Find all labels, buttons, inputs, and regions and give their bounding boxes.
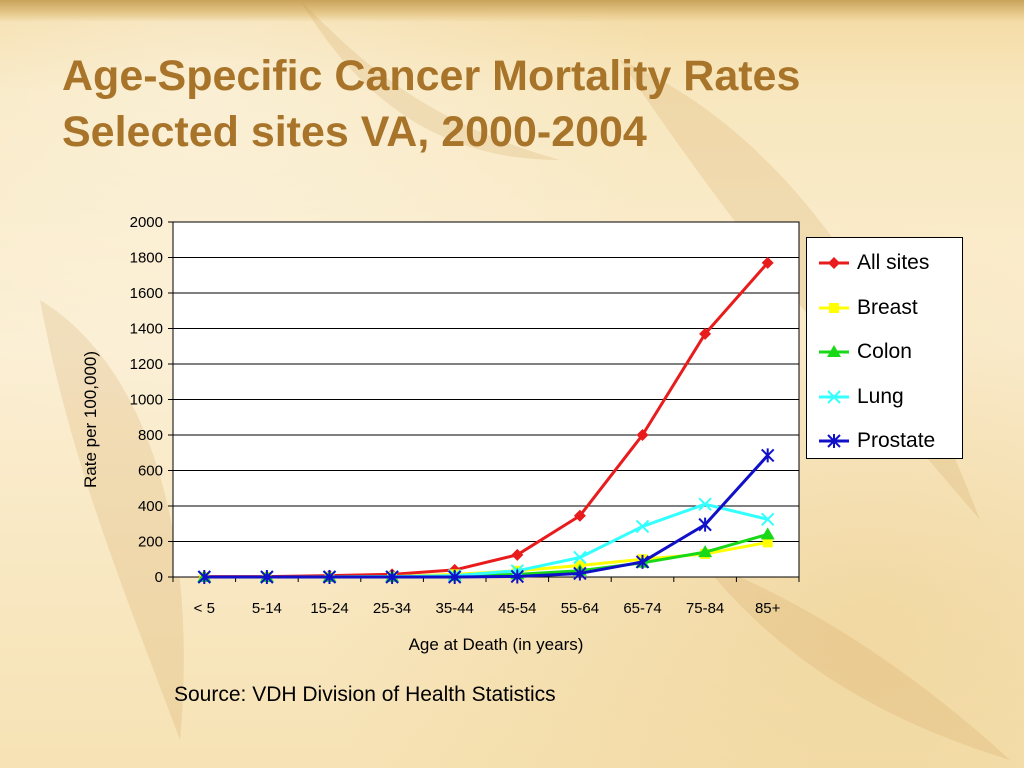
y-tick-label: 200 xyxy=(138,534,163,551)
top-bar xyxy=(0,0,1024,22)
y-tick-label: 400 xyxy=(138,498,163,515)
series-line-prostate xyxy=(204,454,769,579)
data-point-all-sites xyxy=(699,327,712,340)
data-point-colon xyxy=(698,545,713,558)
x-tick-label: 45-54 xyxy=(498,600,536,617)
x-tick-label: 5-14 xyxy=(252,600,282,617)
data-point-lung xyxy=(573,550,587,565)
x-tick-label: 55-64 xyxy=(561,600,599,617)
y-tick-label: 1200 xyxy=(130,356,163,373)
data-point-prostate xyxy=(260,570,274,584)
legend-label-colon: Colon xyxy=(857,340,912,363)
slide-title: Age-Specific Cancer Mortality Rates Sele… xyxy=(62,48,800,160)
x-tick-label: 25-34 xyxy=(373,600,411,617)
data-point-all-sites xyxy=(761,256,774,269)
data-point-prostate xyxy=(760,448,775,463)
legend-swatch-prostate xyxy=(819,434,849,448)
legend-marker-all-sites xyxy=(828,257,840,269)
data-point-prostate xyxy=(635,554,650,569)
legend-marker-colon xyxy=(827,345,841,357)
x-tick-label: < 5 xyxy=(194,600,215,617)
legend-label-breast: Breast xyxy=(857,295,918,319)
legend-swatch-lung xyxy=(819,389,849,404)
y-tick-label: 1800 xyxy=(130,250,163,267)
data-point-prostate xyxy=(447,570,462,584)
legend-item-lung: Lung xyxy=(817,382,904,412)
source-note: Source: VDH Division of Health Statistic… xyxy=(174,683,556,706)
legend-marker-breast xyxy=(829,302,839,313)
legend-marker-lung xyxy=(827,389,841,404)
data-point-prostate xyxy=(510,569,525,584)
y-tick-label: 0 xyxy=(155,569,163,586)
legend-swatch-all-sites xyxy=(819,257,849,269)
data-point-prostate xyxy=(698,517,712,532)
data-point-colon xyxy=(760,527,775,540)
y-tick-label: 1600 xyxy=(130,285,163,302)
data-point-all-sites xyxy=(573,509,586,522)
data-point-lung xyxy=(635,519,650,534)
title-line-1: Age-Specific Cancer Mortality Rates xyxy=(62,52,801,100)
x-tick-label: 65-74 xyxy=(623,600,661,617)
legend-label-lung: Lung xyxy=(857,384,904,408)
legend-item-prostate: Prostate xyxy=(817,426,935,456)
data-point-lung xyxy=(698,497,712,511)
x-tick-label: 85+ xyxy=(755,600,781,617)
legend-item-colon: Colon xyxy=(817,337,912,367)
data-point-lung xyxy=(760,512,775,527)
x-tick-label: 75-84 xyxy=(686,600,724,617)
data-point-all-sites xyxy=(636,429,649,441)
y-axis-title: Rate per 100,000) xyxy=(81,351,100,488)
legend-marker-prostate xyxy=(827,434,841,448)
data-point-breast xyxy=(762,537,773,548)
chart-legend: All sites Breast Colon Lung Prostate xyxy=(806,237,963,459)
y-tick-label: 1000 xyxy=(130,392,163,409)
legend-label-all-sites: All sites xyxy=(857,251,930,274)
legend-item-breast: Breast xyxy=(817,293,918,323)
data-point-all-sites xyxy=(511,548,524,561)
legend-item-all-sites: All sites xyxy=(817,248,929,278)
y-tick-label: 800 xyxy=(138,427,163,444)
title-line-2: Selected sites VA, 2000-2004 xyxy=(62,108,647,156)
data-point-prostate xyxy=(573,566,587,581)
y-tick-label: 1400 xyxy=(130,321,163,338)
x-axis-title: Age at Death (in years) xyxy=(409,635,584,654)
y-tick-label: 600 xyxy=(138,463,163,480)
data-point-prostate xyxy=(322,570,337,584)
legend-label-prostate: Prostate xyxy=(857,429,936,452)
legend-swatch-colon xyxy=(819,345,849,357)
data-point-prostate xyxy=(197,570,212,584)
x-tick-label: 15-24 xyxy=(310,600,348,617)
x-tick-label: 35-44 xyxy=(436,600,474,617)
legend-swatch-breast xyxy=(819,302,849,313)
data-point-prostate xyxy=(385,570,399,584)
y-tick-label: 2000 xyxy=(130,214,163,231)
